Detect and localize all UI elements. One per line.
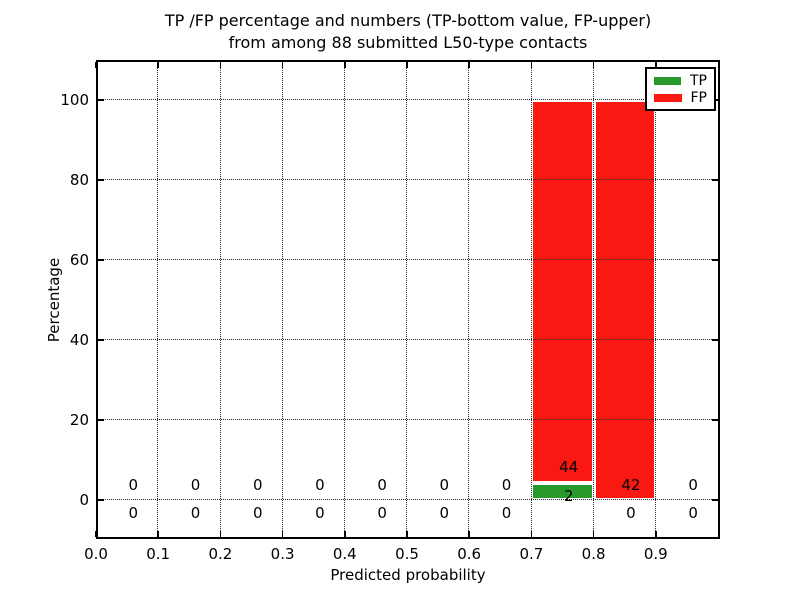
x-tick bbox=[95, 531, 97, 537]
v-gridline bbox=[406, 60, 408, 537]
fp-bar-segment bbox=[593, 100, 656, 500]
x-tick bbox=[157, 62, 159, 68]
x-tick bbox=[655, 531, 657, 537]
tp-count-label: 0 bbox=[377, 504, 387, 523]
y-tick-label: 0 bbox=[79, 491, 89, 509]
x-tick bbox=[219, 62, 222, 68]
x-tick bbox=[592, 531, 595, 537]
x-tick-label: 0.6 bbox=[457, 545, 482, 563]
y-tick bbox=[98, 499, 104, 501]
fp-bar-segment bbox=[531, 100, 594, 483]
y-tick bbox=[98, 259, 104, 261]
y-tick-label: 40 bbox=[69, 331, 89, 349]
x-tick bbox=[281, 62, 284, 68]
x-tick-label: 0.1 bbox=[146, 545, 171, 563]
y-tick bbox=[98, 419, 104, 421]
tp-count-label: 0 bbox=[439, 504, 450, 523]
tp-count-label: 0 bbox=[688, 504, 698, 523]
v-gridline bbox=[344, 60, 346, 537]
y-tick bbox=[712, 259, 718, 261]
y-tick bbox=[712, 419, 718, 421]
x-tick-label: 0.8 bbox=[581, 545, 606, 563]
v-gridline bbox=[655, 60, 657, 537]
tp-bar-segment bbox=[531, 482, 594, 500]
x-tick-label: 0.7 bbox=[519, 545, 544, 563]
tp-legend-swatch bbox=[654, 76, 681, 85]
y-tick bbox=[712, 499, 718, 501]
chart-title-line2: from among 88 submitted L50-type contact… bbox=[228, 33, 588, 52]
top-spine bbox=[96, 60, 720, 62]
tp-count-label: 0 bbox=[315, 504, 325, 523]
x-tick bbox=[406, 62, 408, 68]
y-tick bbox=[712, 339, 718, 341]
y-tick-label: 20 bbox=[69, 411, 89, 429]
y-tick-label: 100 bbox=[60, 91, 89, 109]
x-tick-label: 0.2 bbox=[208, 545, 233, 563]
fp-count-label: 42 bbox=[621, 475, 641, 494]
v-gridline bbox=[468, 60, 470, 537]
x-tick-label: 0.9 bbox=[643, 545, 668, 563]
legend-item-fp: FP bbox=[654, 90, 707, 106]
tp-count-label: 0 bbox=[626, 504, 636, 523]
fp-legend-label: FP bbox=[690, 89, 708, 106]
y-tick bbox=[98, 339, 104, 341]
y-tick-label: 60 bbox=[69, 251, 89, 269]
x-tick bbox=[219, 531, 222, 537]
fp-legend-swatch bbox=[654, 93, 682, 102]
tp-count-label: 0 bbox=[190, 504, 201, 523]
fp-count-label: 0 bbox=[252, 475, 263, 494]
v-gridline bbox=[281, 60, 283, 537]
y-tick-label: 80 bbox=[69, 171, 89, 189]
x-tick-label: 0.0 bbox=[84, 545, 108, 563]
fp-count-label: 0 bbox=[377, 475, 387, 494]
fp-count-label: 0 bbox=[439, 475, 450, 494]
y-tick bbox=[98, 179, 104, 181]
tp-legend-label: TP bbox=[690, 72, 707, 89]
tp-count-label: 0 bbox=[252, 504, 263, 523]
y-tick bbox=[98, 99, 104, 101]
v-gridline bbox=[592, 60, 594, 537]
fp-count-label: 0 bbox=[315, 475, 325, 494]
v-gridline bbox=[530, 60, 532, 537]
plot-area: TP FP 0 0 0 0 0 0 0 0 0 0 0 0 0 0 44 2 42 0 0 0 bbox=[95, 60, 720, 539]
x-tick bbox=[655, 62, 657, 68]
legend: TP FP bbox=[645, 67, 716, 111]
legend-item-tp: TP bbox=[654, 73, 707, 89]
fp-count-label: 0 bbox=[128, 475, 139, 494]
tp-count-label: 0 bbox=[128, 504, 139, 523]
y-tick bbox=[712, 179, 718, 181]
x-tick bbox=[95, 62, 97, 68]
fp-count-label: 44 bbox=[559, 458, 579, 477]
x-tick bbox=[530, 531, 533, 537]
chart-title-line1: TP /FP percentage and numbers (TP-bottom… bbox=[164, 11, 652, 30]
left-spine bbox=[96, 60, 98, 539]
y-axis-label: Percentage bbox=[45, 257, 63, 343]
x-tick bbox=[592, 62, 595, 68]
fp-count-label: 0 bbox=[501, 475, 512, 494]
x-tick bbox=[530, 62, 533, 68]
x-tick-label: 0.4 bbox=[332, 545, 357, 563]
v-gridline bbox=[157, 60, 159, 537]
x-tick bbox=[468, 531, 470, 537]
x-tick bbox=[157, 531, 159, 537]
right-spine bbox=[718, 60, 720, 539]
x-tick bbox=[344, 62, 346, 68]
v-gridline bbox=[219, 60, 221, 537]
tp-count-label: 0 bbox=[501, 504, 512, 523]
x-tick-label: 0.5 bbox=[395, 545, 419, 563]
fp-count-label: 0 bbox=[190, 475, 201, 494]
x-axis-label: Predicted probability bbox=[330, 566, 486, 584]
tp-count-label: 2 bbox=[563, 486, 574, 505]
x-tick-label: 0.3 bbox=[270, 545, 295, 563]
x-tick bbox=[406, 531, 408, 537]
x-tick bbox=[468, 62, 470, 68]
bottom-spine bbox=[96, 537, 720, 539]
x-tick bbox=[281, 531, 284, 537]
chart-title: TP /FP percentage and numbers (TP-bottom… bbox=[96, 10, 720, 54]
x-tick bbox=[344, 531, 346, 537]
fp-count-label: 0 bbox=[688, 475, 698, 494]
